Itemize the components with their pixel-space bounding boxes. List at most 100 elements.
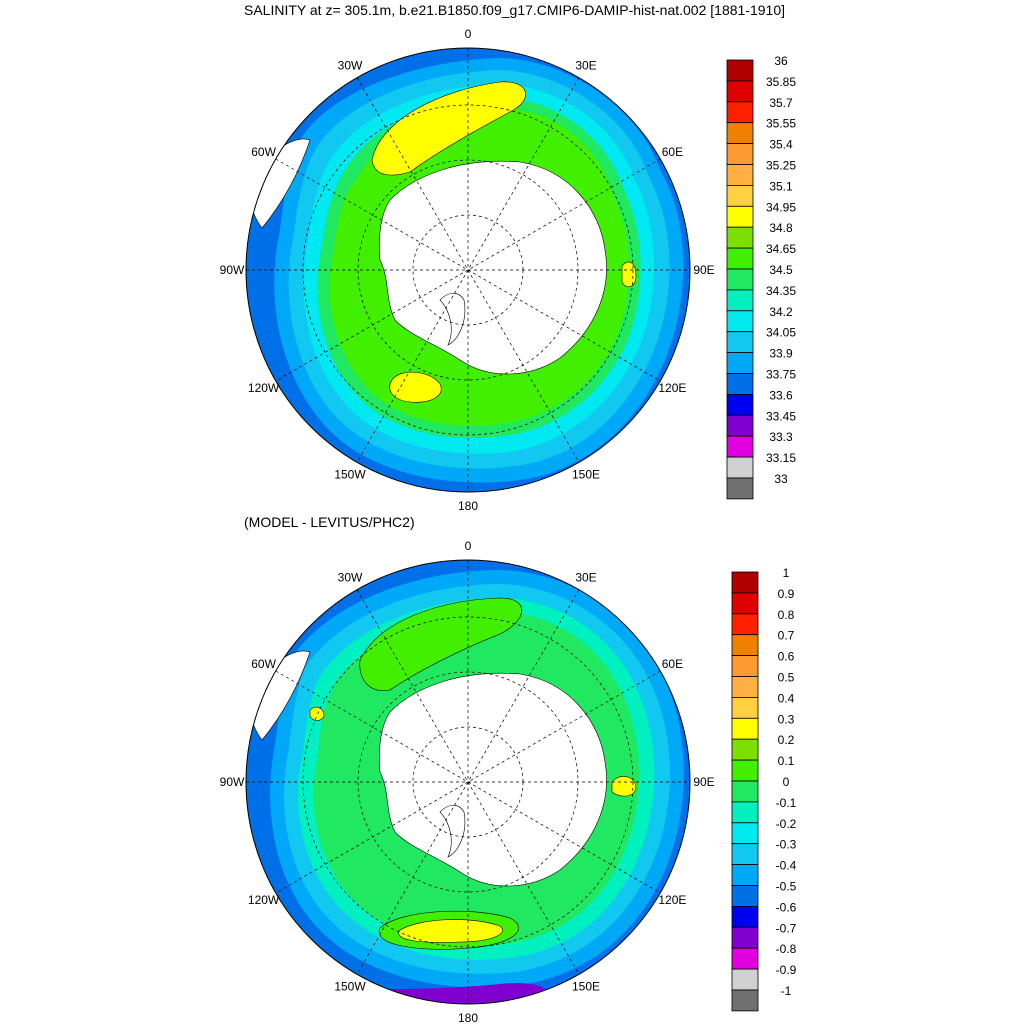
colorbar-tick-label: 33.15 bbox=[766, 451, 796, 465]
colorbar-swatch bbox=[731, 759, 759, 782]
colorbar-swatch bbox=[726, 80, 754, 103]
subtitle: (MODEL - LEVITUS/PHC2) bbox=[244, 514, 415, 530]
colorbar-swatch bbox=[726, 59, 754, 82]
colorbar-tick-label: -0.4 bbox=[776, 859, 797, 873]
longitude-label: 150E bbox=[572, 467, 600, 481]
colorbar-tick-label: 0.6 bbox=[778, 650, 795, 664]
longitude-label: 120W bbox=[248, 381, 280, 395]
colorbar-swatch bbox=[726, 477, 754, 500]
graticule bbox=[246, 48, 690, 492]
colorbar-tick-label: -0.8 bbox=[776, 942, 797, 956]
colorbar-tick-label: -1 bbox=[781, 984, 792, 998]
longitude-label: 150E bbox=[572, 979, 600, 993]
graticule bbox=[246, 560, 690, 1004]
colorbar-tick-label: -0.9 bbox=[776, 963, 797, 977]
longitude-label: 150W bbox=[334, 979, 366, 993]
colorbar-swatch bbox=[726, 268, 754, 291]
colorbar-swatch bbox=[731, 655, 759, 677]
longitude-label: 180 bbox=[458, 1011, 478, 1024]
colorbar-swatch bbox=[731, 697, 759, 719]
colorbar-tick-label: 33.9 bbox=[769, 347, 793, 361]
colorbar-tick-label: -0.7 bbox=[776, 921, 797, 935]
high-salinity-east-region bbox=[621, 261, 637, 288]
colorbar-swatch bbox=[726, 184, 754, 207]
colorbar-swatch bbox=[731, 843, 759, 866]
longitude-label: 30E bbox=[575, 571, 596, 585]
colorbar-tick-label: -0.6 bbox=[776, 900, 797, 914]
salinity-polar-map bbox=[245, 47, 691, 493]
high-salinity-weddell-region bbox=[371, 81, 526, 176]
colorbar-tick-label: 35.7 bbox=[769, 96, 793, 110]
longitude-label: 180 bbox=[458, 499, 478, 513]
colorbar-swatch bbox=[726, 164, 754, 186]
negative-anomaly-south bbox=[300, 983, 545, 1004]
colorbar-swatch bbox=[731, 885, 759, 907]
colorbar-tick-label: 36 bbox=[774, 54, 788, 68]
high-salinity-ross-region bbox=[389, 371, 442, 403]
anomaly-0-3-west bbox=[309, 706, 325, 721]
anomaly-0-3-east bbox=[611, 776, 637, 797]
colorbar-tick-label: 0 bbox=[783, 775, 790, 789]
colorbar-tick-label: 34.35 bbox=[766, 284, 796, 298]
anomaly-0-3-ross bbox=[398, 919, 503, 943]
colorbar-swatch bbox=[726, 331, 754, 354]
colorbar-swatch bbox=[731, 571, 759, 594]
colorbar-tick-label: 0.5 bbox=[778, 671, 795, 685]
longitude-label: 60E bbox=[662, 145, 683, 159]
colorbar-tick-label: 33.45 bbox=[766, 409, 796, 423]
positive-anomaly-weddell bbox=[359, 597, 523, 691]
colorbar-tick-label: 0.4 bbox=[778, 691, 795, 705]
colorbar-swatch bbox=[726, 373, 754, 395]
colorbar-swatch bbox=[731, 801, 759, 824]
colorbar-swatch bbox=[726, 414, 754, 437]
colorbar-tick-label: 0.9 bbox=[778, 587, 795, 601]
colorbar-tick-label: 0.7 bbox=[778, 629, 795, 643]
colorbar-tick-label: 35.55 bbox=[766, 117, 796, 131]
difference-polar-map bbox=[245, 559, 691, 1005]
colorbar-tick-label: 34.05 bbox=[766, 326, 796, 340]
longitude-label: 0 bbox=[465, 27, 472, 41]
longitude-label: 150W bbox=[334, 467, 366, 481]
colorbar-swatch bbox=[726, 289, 754, 312]
colorbar-swatch bbox=[731, 592, 759, 615]
longitude-label: 60W bbox=[251, 145, 276, 159]
colorbar-tick-label: 33.3 bbox=[769, 430, 793, 444]
colorbar-swatch bbox=[726, 352, 754, 374]
longitude-label: 60W bbox=[251, 657, 276, 671]
colorbar-swatch bbox=[731, 968, 759, 991]
colorbar-tick-label: 0.1 bbox=[778, 754, 795, 768]
colorbar-tick-label: 0.3 bbox=[778, 712, 795, 726]
colorbar-swatch bbox=[726, 393, 754, 416]
longitude-label: 30W bbox=[338, 59, 363, 73]
longitude-label: 30E bbox=[575, 59, 596, 73]
colorbar-tick-label: 34.95 bbox=[766, 200, 796, 214]
longitude-label: 120E bbox=[658, 893, 686, 907]
colorbar-tick-label: 1 bbox=[783, 566, 790, 580]
colorbar-swatch bbox=[726, 122, 754, 144]
colorbar-tick-label: 33.6 bbox=[769, 388, 793, 402]
longitude-label: 120E bbox=[658, 381, 686, 395]
colorbar-swatch bbox=[731, 926, 759, 949]
colorbar-swatch bbox=[731, 864, 759, 886]
map-boundary bbox=[245, 559, 691, 1005]
colorbar-tick-label: 0.8 bbox=[778, 608, 795, 622]
longitude-label: 30W bbox=[338, 571, 363, 585]
salinity-colorbar: 36 35.85 35.7 35.55 35.4 35.25 35.1 34.95 34.8 34… bbox=[726, 54, 796, 500]
map-boundary bbox=[245, 47, 691, 493]
colorbar-swatch bbox=[731, 676, 759, 698]
colorbar-tick-label: 34.65 bbox=[766, 242, 796, 256]
colorbar-tick-label: 35.85 bbox=[766, 75, 796, 89]
colorbar-swatch bbox=[731, 906, 759, 928]
colorbar-swatch bbox=[731, 947, 759, 970]
longitude-label: 120W bbox=[248, 893, 280, 907]
colorbar-swatch bbox=[726, 310, 754, 333]
colorbar-swatch bbox=[731, 738, 759, 761]
longitude-labels-bottom: 0 30E 60E 90E 120E 150E 180 150W 120W 90W 60W 30W bbox=[220, 539, 715, 1024]
colorbar-swatch bbox=[731, 634, 759, 657]
longitude-label: 60E bbox=[662, 657, 683, 671]
colorbar-swatch bbox=[731, 822, 759, 845]
colorbar-swatch bbox=[726, 456, 754, 479]
colorbar-swatch bbox=[726, 226, 754, 249]
antarctic-peninsula bbox=[439, 292, 466, 346]
colorbar-swatch bbox=[726, 143, 754, 165]
